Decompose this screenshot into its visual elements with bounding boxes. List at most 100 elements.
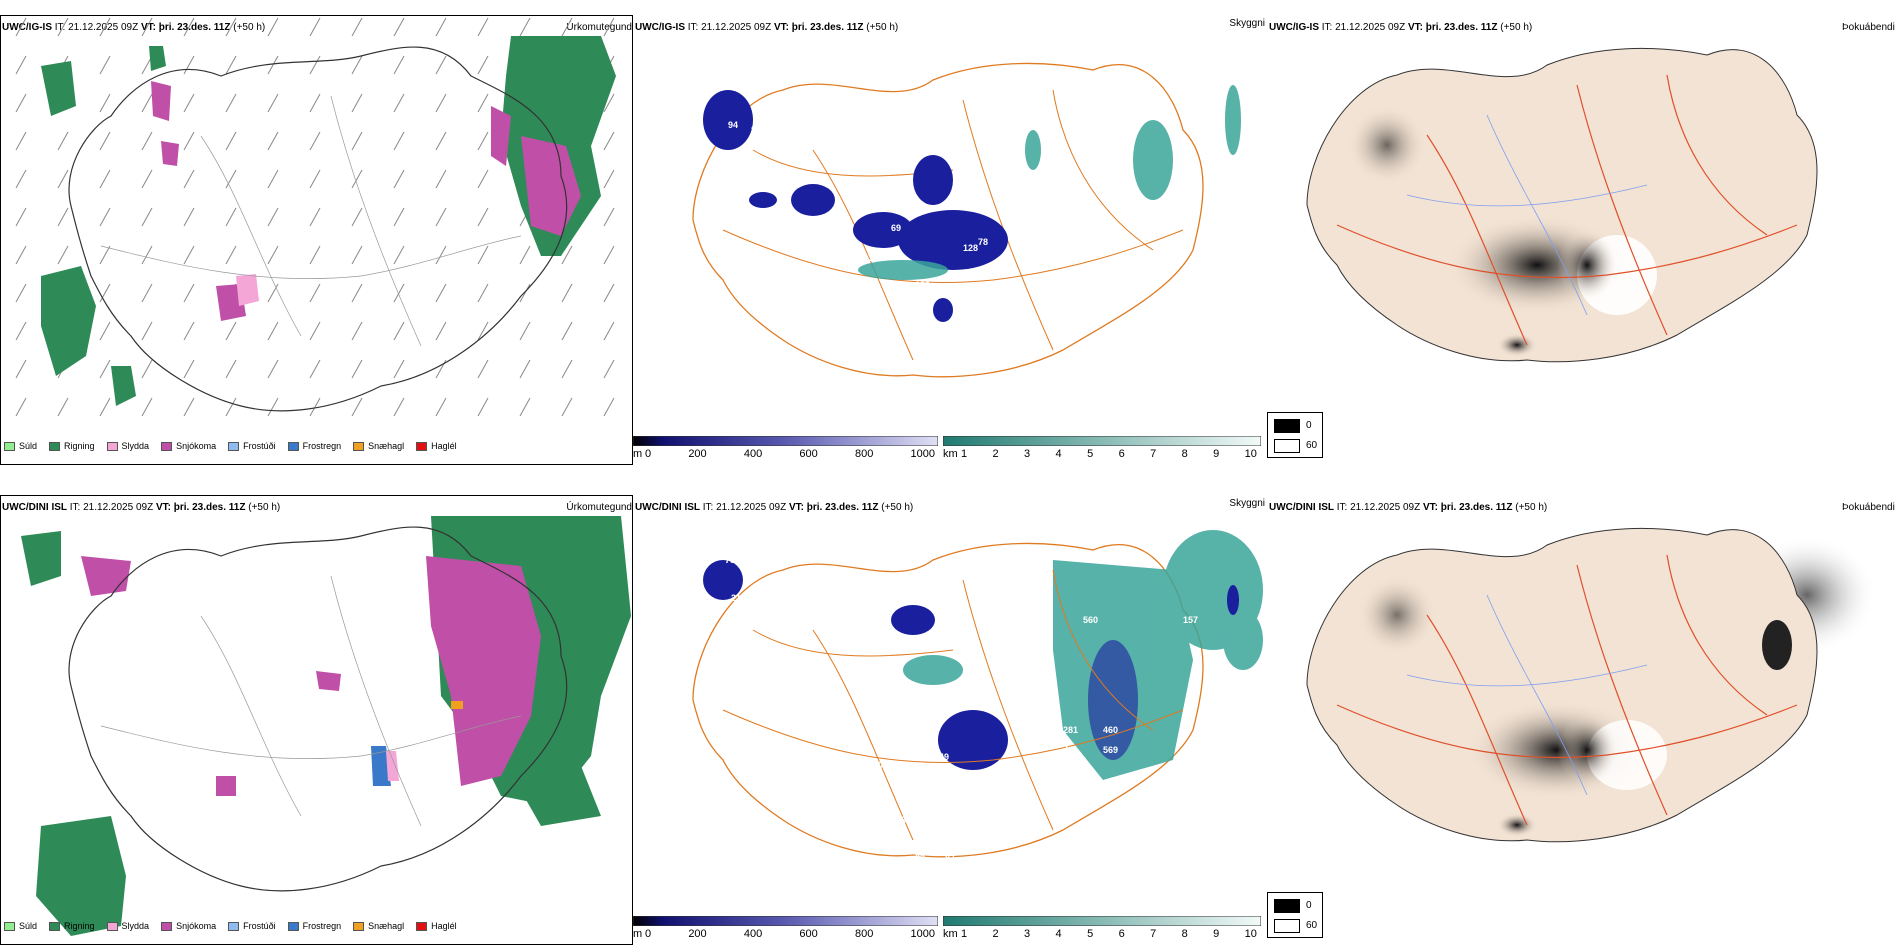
swatch — [49, 441, 61, 451]
height-colorbar-svg — [632, 915, 939, 927]
cloud-map: 70 79 94 87 82 95 106 155 69 128 78 63 130 92 136 227 91… — [633, 30, 1266, 430]
cloud-base-label: 105 — [873, 760, 889, 770]
legend-label: Slydda — [121, 441, 150, 451]
height-colorbar-svg — [632, 435, 939, 447]
legend-item: Slydda — [106, 441, 150, 451]
cloud-base-label: 227 — [971, 298, 987, 308]
cloud-base-label: 87 — [751, 125, 762, 135]
ceiling-unit: km — [943, 448, 958, 460]
legend-item: Frostregn — [287, 921, 342, 931]
precip-panel-row2: UWC/DINI ISL IT: 21.12.2025 09Z VT: þri.… — [0, 480, 635, 950]
legend-item: Snæhagl — [353, 441, 404, 451]
cloud-panel-row1: UWC/IG-IS IT: 21.12.2025 09Z VT: þri. 23… — [632, 0, 1268, 470]
swatch — [353, 921, 365, 931]
fog-legend: 0 60 — [1267, 412, 1323, 458]
cloud-panel-row2: UWC/DINI ISL IT: 21.12.2025 09Z VT: þri.… — [632, 480, 1268, 950]
cloud-base-label: 155 — [868, 175, 884, 185]
legend-item: Snjókoma — [161, 441, 216, 451]
variable-title: Þokuábendi — [1842, 22, 1895, 33]
cloud-base-label: 225 — [1087, 147, 1103, 157]
fog-swatch-light — [1274, 919, 1300, 933]
swatch — [353, 441, 365, 451]
ceiling-ticks: 1 2 3 4 5 6 7 8 9 10 — [961, 448, 1257, 460]
cloud-base-label: 49 — [939, 752, 950, 762]
fog-legend: 0 60 — [1267, 892, 1323, 938]
ceiling-ticks: 1 2 3 4 5 6 7 8 9 10 — [961, 928, 1257, 940]
fog-map — [1287, 515, 1887, 895]
legend-label: Snæhagl — [368, 441, 405, 451]
panel-title: UWC/DINI ISL IT: 21.12.2025 09Z VT: þri.… — [2, 502, 281, 513]
cloud-base-label: 95 — [963, 195, 974, 205]
panel-title: UWC/DINI ISL IT: 21.12.2025 09Z VT: þri.… — [1269, 502, 1548, 513]
legend-label: Snæhagl — [368, 921, 405, 931]
legend-label: Frostúði — [243, 921, 276, 931]
cloud-base-label: 58 — [934, 772, 945, 782]
precip-legend: Súld Rigning Slydda Snjókoma Frostúði Fr… — [4, 441, 469, 451]
precip-legend: Súld Rigning Slydda Snjókoma Frostúði Fr… — [4, 921, 469, 931]
legend-item: Frostregn — [287, 441, 341, 451]
height-ticks: 0 200 400 600 800 1000 — [645, 448, 935, 460]
cloud-base-label: 79 — [745, 63, 756, 73]
legend-item: Slydda — [106, 921, 150, 931]
fog-low-label: 60 — [1306, 920, 1318, 931]
legend-label: Snjókoma — [176, 441, 217, 451]
variable-title: Úrkomutegund — [566, 502, 632, 513]
cloud-base-label: 79 — [725, 555, 736, 565]
fog-high-label: 0 — [1306, 420, 1312, 431]
cloud-base-label: 325 — [1018, 660, 1034, 670]
swatch — [4, 441, 15, 451]
cloud-base-label: 214 — [1093, 165, 1109, 175]
legend-item: Snjókoma — [161, 921, 216, 931]
panel-title: UWC/IG-IS IT: 21.12.2025 09Z VT: þri. 23… — [635, 22, 899, 33]
precip-panel-row1: UWC/IG-IS IT: 21.12.2025 09Z VT: þri. 23… — [0, 0, 635, 470]
cloud-base-label: 128 — [963, 243, 979, 253]
fog-swatch-dark — [1274, 899, 1300, 913]
swatch — [106, 921, 118, 931]
variable-title: Úrkomutegund — [566, 22, 632, 33]
legend-item: Snæhagl — [353, 921, 404, 931]
legend-label: Rigning — [64, 441, 95, 451]
cloud-base-label: 130 — [915, 280, 931, 290]
ceiling-colorbar-svg — [942, 435, 1262, 447]
cloud-base-label: 78 — [978, 237, 989, 247]
cloud-base-label: 63 — [863, 253, 874, 263]
cloud-base-label: 83 — [915, 853, 926, 863]
ceiling-unit: km — [943, 928, 958, 940]
legend-label: Snjókoma — [176, 921, 217, 931]
legend-label: Súld — [19, 921, 38, 931]
cloud-map: 79 21 122 124 298 325 386 560 157 281 274 460 569 95 1… — [633, 510, 1266, 910]
cloud-base-label: 560 — [1083, 615, 1099, 625]
cloud-base-label: 70 — [1071, 180, 1082, 190]
legend-label: Haglél — [431, 921, 457, 931]
cloud-base-label: 569 — [1103, 745, 1119, 755]
cloud-base-label: 281 — [1063, 725, 1079, 735]
legend-label: Rigning — [64, 921, 95, 931]
variable-title: Skyggni — [1229, 18, 1265, 29]
legend-label: Frostregn — [302, 921, 342, 931]
cloud-base-label: 298 — [993, 665, 1009, 675]
ceiling-colorbar-svg — [942, 915, 1262, 927]
fog-low-label: 60 — [1306, 440, 1318, 451]
cloud-base-label: 82 — [891, 165, 902, 175]
legend-item: Rigning — [49, 921, 95, 931]
swatch — [287, 441, 299, 451]
cloud-base-label: 92 — [938, 283, 949, 293]
legend-label: Súld — [19, 441, 38, 451]
legend-item: Súld — [4, 441, 37, 451]
ceiling-colorbar: km 1 2 3 4 5 6 7 8 9 10 — [942, 435, 1262, 460]
height-unit: m — [633, 448, 643, 460]
fog-panel-row2: UWC/DINI ISL IT: 21.12.2025 09Z VT: þri.… — [1267, 480, 1900, 950]
cloud-base-label: 94 — [728, 120, 739, 130]
cloud-base-label: 386 — [1028, 685, 1044, 695]
legend-label: Slydda — [121, 921, 150, 931]
cloud-base-label: 84 — [1071, 193, 1082, 203]
cloud-base-label: 122 — [893, 680, 909, 690]
fog-swatch-dark — [1274, 419, 1300, 433]
swatch — [416, 921, 428, 931]
height-ticks: 0 200 400 600 800 1000 — [645, 928, 935, 940]
ceiling-colorbar: km 1 2 3 4 5 6 7 8 9 10 — [942, 915, 1262, 940]
cloud-base-label: 69 — [891, 223, 902, 233]
swatch — [416, 441, 428, 451]
fog-swatch-light — [1274, 439, 1300, 453]
variable-title: Þokuábendi — [1842, 502, 1895, 513]
